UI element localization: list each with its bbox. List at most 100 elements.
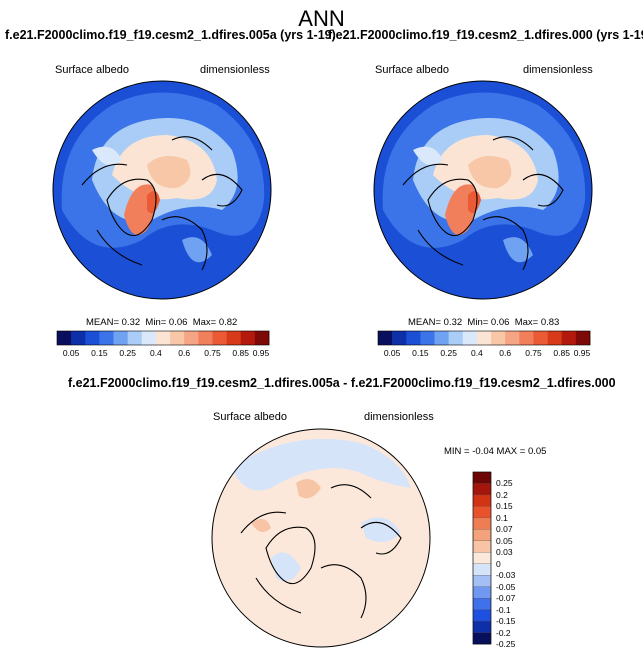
colorbar-box: [547, 331, 563, 345]
panel1-cb-tick: 0.25: [119, 348, 136, 358]
panel3-cb-tick: -0.15: [496, 616, 516, 626]
panel2-mean-value: 0.32: [443, 317, 463, 328]
colorbar-box: [491, 331, 506, 345]
panel3-min-label: MIN =: [444, 446, 470, 457]
panel3-cb-tick: -0.25: [496, 639, 516, 649]
colorbar-box: [127, 331, 143, 345]
coastline: [255, 577, 302, 614]
colorbar-box: [85, 331, 100, 345]
panel3-cb-tick: 0.03: [496, 547, 513, 557]
panel3-colorbar: [472, 471, 492, 645]
panel3-case-title: f.e21.F2000climo.f19_f19.cesm2_1.dfires.…: [68, 376, 616, 390]
colorbar-box: [472, 529, 492, 542]
panel3-cb-tick: -0.05: [496, 581, 516, 592]
neg-anomaly-north: [231, 438, 411, 491]
coastline: [240, 511, 287, 534]
coastline: [492, 136, 534, 151]
colorbar-box: [141, 331, 157, 345]
colorbar-box: [575, 331, 591, 345]
panel2-units-label: dimensionless: [523, 64, 593, 76]
colorbar-box: [226, 331, 242, 345]
coastline: [201, 173, 243, 207]
panel3-cb-tick: 0.07: [496, 524, 513, 534]
panel3-max-label: MAX =: [496, 446, 526, 457]
panel2-cb-tick: 0.6: [499, 348, 512, 358]
panel1-cb-tick: 0.75: [204, 348, 221, 358]
panel2-cb-tick: 0.25: [440, 348, 457, 358]
panel2-max-value: 0.83: [540, 317, 560, 328]
panel3-cb-tick: 0.1: [496, 512, 508, 523]
panel1-cb-tick: 0.85: [232, 348, 249, 358]
panel3-map: [211, 428, 431, 648]
neg-anomaly-west: [271, 552, 301, 582]
panel3-cb-tick: 0.05: [496, 535, 513, 546]
colorbar-box: [254, 331, 270, 345]
colorbar-box: [472, 620, 492, 633]
panel1-cb-tick: 0.95: [252, 348, 270, 358]
panel1-colorbar: [56, 330, 270, 346]
panel2-variable-label: Surface albedo: [375, 64, 449, 76]
colorbar-box: [561, 331, 577, 345]
panel1-max-value: 0.82: [218, 317, 238, 328]
colorbar-box: [472, 609, 492, 622]
coastline: [522, 173, 564, 207]
colorbar-box: [155, 331, 171, 345]
greenland-core: [468, 191, 481, 214]
colorbar-box: [392, 331, 407, 345]
panel1-max-label: Max=: [192, 317, 217, 328]
colorbar-box: [472, 517, 492, 530]
panel2-cb-tick: 0.15: [412, 348, 429, 358]
page-title: ANN: [298, 6, 345, 31]
coastline: [81, 163, 128, 186]
map-border: [211, 428, 431, 648]
colorbar-box: [472, 483, 492, 496]
coastline: [96, 229, 143, 266]
colorbar-box: [434, 331, 449, 345]
colorbar-box: [420, 331, 435, 345]
coastline: [402, 163, 449, 186]
colorbar-box: [240, 331, 256, 345]
panel2-cb-tick: 0.4: [470, 348, 483, 358]
colorbar-box: [198, 331, 213, 345]
colorbar-box: [184, 331, 199, 345]
greenland-core: [147, 191, 160, 214]
colorbar-box: [71, 331, 86, 345]
panel2-min-value: 0.06: [490, 317, 510, 328]
colorbar-box: [113, 331, 128, 345]
colorbar-box: [472, 632, 492, 645]
panel3-cb-tick: -0.07: [496, 593, 516, 603]
panel2-stats: MEAN= 0.32 Min= 0.06 Max= 0.83: [408, 317, 559, 328]
panel2-cb-tick: 0.95: [573, 348, 591, 358]
pos-anomaly-west: [251, 519, 271, 532]
colorbar-box: [472, 586, 492, 599]
panel3-min-value: -0.04: [472, 446, 494, 457]
panel3-variable-label: Surface albedo: [213, 411, 287, 423]
panel1-cb-tick: 0.15: [91, 348, 108, 358]
arctic-core: [147, 156, 191, 189]
coastline: [106, 178, 157, 237]
coastline: [360, 521, 402, 555]
panel1-mean-label: MEAN=: [86, 317, 119, 328]
panel1-cb-tick: 0.6: [178, 348, 191, 358]
map-border: [373, 80, 593, 300]
panel2-cb-tick: 0.05: [383, 348, 401, 358]
colorbar-box: [406, 331, 421, 345]
colorbar-box: [472, 494, 492, 507]
colorbar-box: [378, 331, 393, 345]
colorbar-box: [472, 575, 492, 588]
panel2-colorbar-ticks: 0.05 0.15 0.25 0.4 0.6 0.75 0.85 0.95: [378, 348, 590, 360]
panel1-mean-value: 0.32: [121, 317, 141, 328]
panel2-case-title: f.e21.F2000climo.f19_f19.cesm2_1.dfires.…: [328, 28, 643, 42]
colorbar-box: [476, 331, 492, 345]
colorbar-box: [533, 331, 548, 345]
coastline: [417, 229, 464, 266]
panel3-cb-tick: 0: [496, 558, 501, 569]
panel1-min-value: 0.06: [168, 317, 188, 328]
europe-patch: [182, 237, 212, 263]
panel3-cb-tick: -0.03: [496, 570, 516, 580]
coastline: [171, 136, 213, 151]
siberia-patch: [92, 146, 122, 166]
colorbar-box: [472, 552, 492, 565]
coastline: [427, 178, 478, 237]
colorbar-box: [170, 331, 185, 345]
